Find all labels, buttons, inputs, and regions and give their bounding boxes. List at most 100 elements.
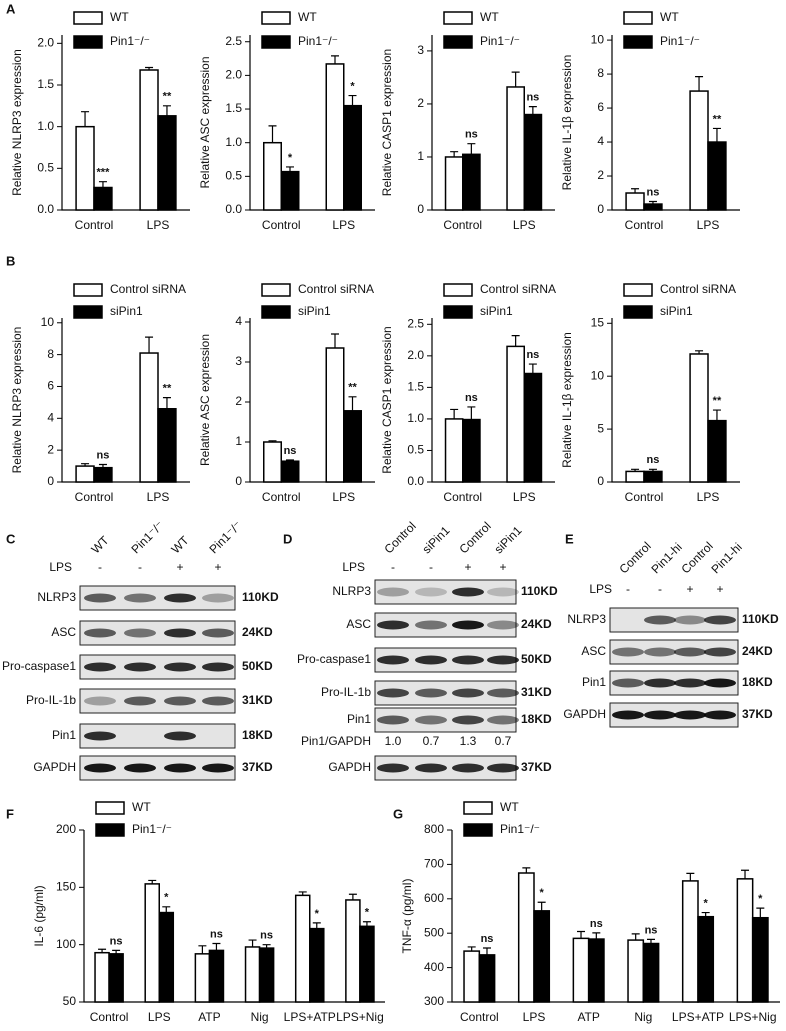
error-bar [756,907,765,918]
y-tick-label: 0 [597,474,604,488]
blot-band [377,715,409,725]
bar [139,69,159,211]
error-bar [537,901,546,911]
x-tick-label: Control [75,218,114,232]
y-tick-label: 1.5 [225,101,242,115]
protein-label: ASC [581,644,606,658]
error-bar [331,333,339,348]
bar [463,950,481,1003]
lps-sign: + [176,560,183,574]
blot-band [415,763,447,773]
bar [625,192,645,211]
size-label: 18KD [742,675,773,689]
bar [625,470,645,483]
protein-label: Pin1 [52,728,76,742]
blot-band [202,662,234,672]
lane-label: siPin1 [491,523,524,556]
significance-label: * [288,152,293,164]
size-label: 110KD [521,584,558,598]
lps-sign: + [686,582,693,596]
protein-label: ASC [51,625,76,639]
y-tick-label: 5 [597,421,604,435]
y-tick-label: 0.0 [225,202,242,216]
blot-band [84,763,116,773]
blot-band [674,615,706,625]
y-tick-label: 6 [47,379,54,393]
error-bar [331,55,339,64]
lps-sign: + [214,560,221,574]
legend-label: WT [480,10,499,24]
legend-swatch [261,35,291,49]
legend-label: WT [110,10,129,24]
blot-band [84,696,116,706]
y-tick-label: 100 [56,937,76,951]
panel-label: E [565,531,574,546]
bar [444,156,464,211]
legend-swatch [443,11,473,25]
x-tick-label: LPS+Nig [336,1010,384,1024]
error-bar [450,151,459,157]
bar [736,878,754,1003]
blot-band [674,678,706,688]
legend-swatch [95,823,125,837]
blot-band [164,593,196,603]
blot-band [612,678,644,688]
bar [93,466,113,483]
bar [587,938,605,1003]
x-tick-label: LPS [697,490,720,504]
x-tick-label: Control [90,1010,129,1024]
legend-label: Pin1⁻/⁻ [132,822,172,836]
error-bar [686,872,695,881]
y-tick-label: 4 [597,134,604,148]
bar [359,925,375,1003]
y-tick-label: 10 [591,32,605,46]
legend-label: Pin1⁻/⁻ [660,34,700,48]
legend-swatch [443,305,473,319]
size-label: 18KD [521,712,552,726]
blot-band [164,731,196,741]
lane-label: Pin1-hi [648,540,684,576]
y-axis-label: Relative CASP1 expression [380,326,394,473]
y-tick-label: 1.0 [225,135,242,149]
blot-band [452,620,484,630]
bar [345,899,361,1003]
blot-band [487,715,519,725]
panel-label: F [6,806,14,821]
bar [643,470,663,483]
error-bar [467,143,476,155]
blot-band [202,628,234,638]
y-tick-label: 2 [235,394,242,408]
y-tick-label: 8 [597,66,604,80]
y-tick-label: 3 [235,354,242,368]
y-tick-label: 4 [47,410,54,424]
error-bar [268,125,277,143]
y-tick-label: 8 [47,347,54,361]
significance-label: ns [110,935,123,947]
bar [144,883,161,1003]
bar [258,947,275,1003]
blot-band [415,655,447,665]
legend-label: Control siRNA [660,282,736,296]
legend-swatch [623,283,653,297]
lane-label: WT [88,533,112,557]
significance-label: * [540,887,545,899]
legend-label: Control siRNA [298,282,374,296]
blot-band [704,647,736,657]
bar [139,352,159,483]
x-tick-label: Control [262,218,301,232]
bar [751,916,769,1003]
significance-label: ns [647,454,660,466]
y-tick-label: 2.5 [407,316,424,330]
y-axis-label: Relative ASC expression [198,56,212,188]
y-tick-label: 1.5 [407,380,424,394]
significance-label: ** [348,382,357,394]
legend-label: Pin1⁻/⁻ [500,822,540,836]
ratio-value: 0.7 [495,734,512,748]
lane-label: Control [616,539,653,576]
lps-sign: + [499,560,506,574]
lps-sign: + [464,560,471,574]
x-tick-label: Nig [634,1010,652,1024]
bar [681,880,699,1003]
y-tick-label: 800 [424,822,444,836]
